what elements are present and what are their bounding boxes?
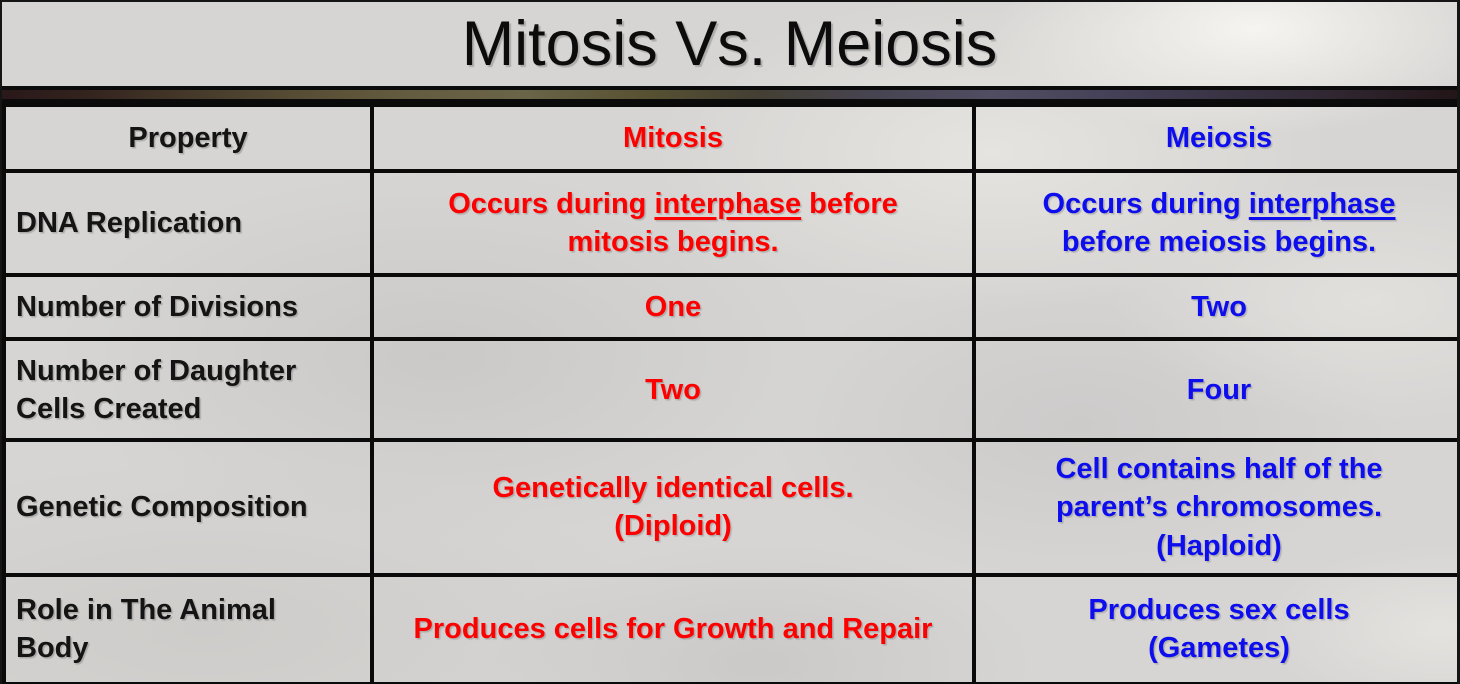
slide-title: Mitosis Vs. Meiosis [461, 9, 998, 79]
cell-property-genetic-composition: Genetic Composition [2, 438, 374, 577]
dna-meiosis-suffix: before meiosis begins. [1061, 226, 1377, 259]
cell-meiosis-dna-replication: Occurs during interphase before meiosis … [972, 169, 1457, 278]
table-header-row: Property Mitosis Meiosis [2, 102, 1457, 174]
cell-meiosis-role-in-animal-body: Produces sex cells (Gametes) [972, 572, 1457, 684]
title-divider-bar [2, 86, 1457, 103]
dna-meiosis-prefix: Occurs during [1042, 187, 1249, 220]
dna-mitosis-suffix: before mitosis begins. [567, 187, 898, 259]
cell-property-number-of-divisions: Number of Divisions [2, 273, 374, 342]
header-cell-property: Property [2, 102, 374, 174]
cell-meiosis-daughter-cells: Four [972, 337, 1457, 443]
cell-mitosis-number-of-divisions: One [370, 273, 976, 342]
header-cell-meiosis: Meiosis [972, 102, 1457, 174]
dna-mitosis-underlined-word: interphase [654, 187, 802, 220]
cell-property-dna-replication: DNA Replication [2, 169, 374, 278]
cell-meiosis-genetic-composition: Cell contains half of the parent’s chrom… [972, 438, 1457, 577]
cell-property-role-in-animal-body: Role in The Animal Body [2, 572, 374, 684]
cell-mitosis-dna-replication: Occurs during interphase before mitosis … [370, 169, 976, 278]
cell-mitosis-daughter-cells: Two [370, 337, 976, 443]
dna-meiosis-underlined-word: interphase [1248, 187, 1396, 220]
cell-property-daughter-cells: Number of Daughter Cells Created [2, 337, 374, 443]
table-row-role-in-animal-body: Role in The Animal Body Produces cells f… [2, 572, 1457, 684]
cell-meiosis-number-of-divisions: Two [972, 273, 1457, 342]
header-cell-mitosis: Mitosis [370, 102, 976, 174]
table-row-genetic-composition: Genetic Composition Genetically identica… [2, 438, 1457, 577]
dna-mitosis-prefix: Occurs during [448, 187, 655, 220]
table-row-dna-replication: DNA Replication Occurs during interphase… [2, 169, 1457, 278]
table-row-daughter-cells: Number of Daughter Cells Created Two Fou… [2, 337, 1457, 443]
comparison-table: Property Mitosis Meiosis DNA Replication… [2, 102, 1457, 684]
cell-mitosis-role-in-animal-body: Produces cells for Growth and Repair [370, 572, 976, 684]
title-band: Mitosis Vs. Meiosis [2, 2, 1457, 86]
cell-mitosis-genetic-composition: Genetically identical cells. (Diploid) [370, 438, 976, 577]
table-row-number-of-divisions: Number of Divisions One Two [2, 273, 1457, 342]
